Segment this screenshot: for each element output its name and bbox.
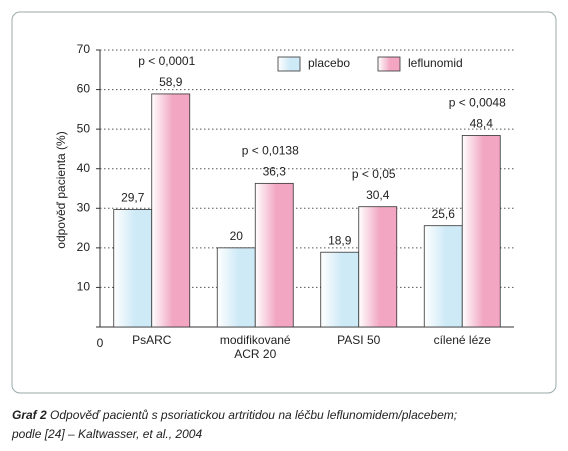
y-tick-label: 30 — [77, 200, 91, 214]
value-label: 20 — [230, 229, 244, 243]
y-tick-label: 60 — [77, 82, 91, 96]
x-tick-label-line: PsARC — [132, 333, 172, 347]
x-tick-label: modifikované ACR 20 — [220, 333, 291, 361]
y-tick-label: 20 — [77, 240, 91, 254]
y-tick-label: 10 — [77, 280, 91, 294]
caption: Graf 2 Odpověď pacientů s psoriatickou a… — [12, 408, 457, 422]
x-tick-label: PASI 50 — [337, 333, 380, 347]
value-label: 29,7 — [121, 191, 145, 205]
value-label: 36,3 — [263, 165, 287, 179]
y-tick-label: 40 — [77, 161, 91, 175]
y-tick-label: 0 — [97, 336, 104, 350]
x-tick-label-line: modifikované — [220, 333, 291, 347]
y-axis-label: odpověď pacienta (%) — [54, 131, 68, 248]
bar — [151, 93, 191, 328]
y-tick-label: 50 — [77, 121, 91, 135]
x-tick-label-line: ACR 20 — [234, 347, 276, 361]
value-label: 48,4 — [470, 117, 494, 131]
y-tick-label: 70 — [77, 42, 91, 56]
x-tick-label: PsARC — [132, 333, 172, 347]
bar — [320, 251, 360, 328]
legend-label: placebo — [308, 56, 350, 70]
annotation: p < 0,0001 — [138, 54, 195, 68]
annotation: p < 0,0048 — [449, 96, 506, 110]
legend-swatch — [377, 56, 401, 72]
annotation: p < 0,0138 — [242, 144, 299, 158]
legend-swatch — [277, 56, 301, 72]
caption-line: Odpověď pacientů s psoriatickou artritid… — [50, 408, 457, 422]
bar — [254, 182, 294, 328]
chart-frame — [11, 11, 557, 394]
bar — [423, 225, 463, 328]
bar — [216, 247, 256, 328]
x-tick-label-line: PASI 50 — [337, 333, 380, 347]
bar — [461, 135, 501, 328]
annotation: p < 0,05 — [352, 167, 396, 181]
caption-label: Graf 2 — [12, 408, 47, 422]
bar — [358, 206, 398, 328]
value-label: 58,9 — [159, 75, 183, 89]
x-tick-label: cílené léze — [434, 333, 492, 347]
bar — [113, 209, 153, 328]
legend-label: leflunomid — [408, 56, 463, 70]
caption-line: podle [24] – Kaltwasser, et al., 2004 — [11, 427, 202, 441]
x-tick-label-line: cílené léze — [434, 333, 492, 347]
value-label: 25,6 — [432, 207, 456, 221]
value-label: 18,9 — [328, 233, 352, 247]
value-label: 30,4 — [366, 188, 390, 202]
